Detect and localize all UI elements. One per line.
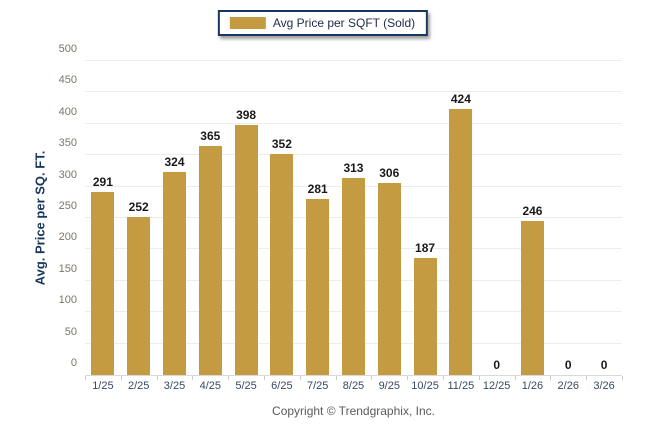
y-axis-tick-label: 200 [58,231,77,244]
bar-slot: 306 [371,61,407,375]
bar-value-label: 313 [343,161,364,176]
bar-1-26 [521,220,544,375]
bar-slot: 352 [264,61,300,375]
bar-value-label: 352 [271,136,292,151]
bar-1-25 [91,192,115,375]
y-axis-tick-label: 500 [58,43,77,55]
bar-11-25 [449,108,473,375]
x-axis-tick-label: 8/25 [342,380,365,392]
plot-area: 291 252 324 365 398 352 281 313 306 187 424 0 246 0 0 [85,60,623,380]
bar-4-25 [198,145,222,375]
bar-value-label: 281 [307,181,328,196]
bar-slot: 424 [443,61,479,375]
x-axis-tick-label: 3/26 [593,380,615,392]
y-axis-tick-label: 150 [58,262,77,275]
x-axis-tick-label: 11/25 [447,380,475,392]
y-axis-tick-label: 50 [64,325,77,338]
bar-slot: 187 [407,61,443,375]
x-axis-tick [192,376,194,380]
x-axis-tick-label: 5/25 [235,380,257,392]
bar-slot: 0 [586,61,622,375]
x-axis-tick-label: 2/25 [127,380,150,392]
x-axis-tick-label: 2/26 [557,380,579,392]
x-axis-tick-label: 3/25 [163,380,186,392]
bar-value-label: 0 [564,358,572,372]
x-axis-tick [407,376,409,380]
y-axis-tick-label: 350 [58,137,77,150]
legend-swatch [229,17,266,29]
bar-slot: 398 [228,61,264,375]
legend-label: Avg Price per SQFT (Sold) [272,16,416,30]
bar-value-label: 424 [450,91,471,106]
bar-value-label: 306 [379,165,400,180]
x-axis-tick [586,376,588,380]
bar-slot: 291 [85,61,121,375]
bar-slot: 281 [300,61,336,375]
bar-value-label: 0 [493,358,500,372]
bar-9-25 [377,182,401,375]
gridline [85,60,622,61]
copyright-text: Copyright © Trendgraphix, Inc. [272,404,435,418]
x-axis-tick [156,376,158,380]
x-axis-tick-label: 7/25 [306,380,329,392]
x-axis-tick [371,376,373,380]
bar-value-label: 252 [128,199,149,214]
y-axis-tick-label: 0 [70,357,77,369]
y-axis-tick-labels: 0 50 100 150 200 250 300 350 400 450 500 [0,43,77,375]
bar-7-25 [306,198,330,375]
bar-value-label: 246 [522,203,543,218]
bar-value-label: 324 [164,154,185,169]
bar-slot: 313 [336,61,372,375]
y-axis-tick-label: 100 [58,294,77,307]
bar-series: 291 252 324 365 398 352 281 313 306 187 424 0 246 0 0 [85,61,622,375]
x-axis-tick-label: 9/25 [378,380,400,392]
bar-value-label: 291 [92,175,113,190]
bar-value-label: 398 [236,108,257,123]
x-axis-tick [299,376,301,380]
bar-3-25 [163,171,186,375]
bar-6-25 [270,153,294,375]
y-axis-tick-label: 400 [58,105,77,118]
bar-slot: 0 [550,61,586,375]
x-axis-tick-labels: 1/25 2/25 3/25 4/25 5/25 6/25 7/25 8/25 9/25 10/2… [85,380,622,392]
bar-slot: 246 [515,61,551,375]
x-axis-tick [622,376,623,380]
bar-slot: 252 [121,61,157,375]
gridline [85,154,622,156]
x-axis-tick-label: 12/25 [482,380,511,392]
bar-5-25 [234,125,258,375]
x-axis-tick [514,376,516,380]
legend: Avg Price per SQFT (Sold) [217,10,429,36]
x-axis-tick [85,376,86,380]
x-axis-tick [264,376,265,380]
x-axis-tick [228,376,230,380]
x-axis-tick-label: 6/25 [271,380,293,392]
y-axis-tick-label: 450 [58,74,77,87]
x-axis-tick-label: 1/25 [92,380,114,392]
gridline [85,91,622,93]
x-axis-tick [478,376,480,380]
bar-value-label: 187 [415,240,436,255]
gridline [85,122,622,124]
bar-slot: 0 [479,61,515,375]
x-axis-tick-label: 4/25 [199,380,221,392]
x-axis-tick [120,376,122,380]
y-axis-tick-label: 250 [58,200,77,212]
x-axis-tick-label: 10/25 [411,380,439,392]
bar-8-25 [342,178,365,375]
y-axis-tick-label: 300 [58,168,77,181]
x-axis-tick-label: 1/26 [521,380,544,392]
bar-value-label: 0 [600,358,608,372]
x-axis-tick [335,376,337,380]
bar-slot: 324 [157,61,193,375]
bar-slot: 365 [192,61,228,375]
bar-10-25 [413,257,437,375]
x-axis-tick [550,376,552,380]
x-axis-tick [443,376,444,380]
bar-value-label: 365 [200,128,221,143]
bar-2-25 [127,216,151,375]
